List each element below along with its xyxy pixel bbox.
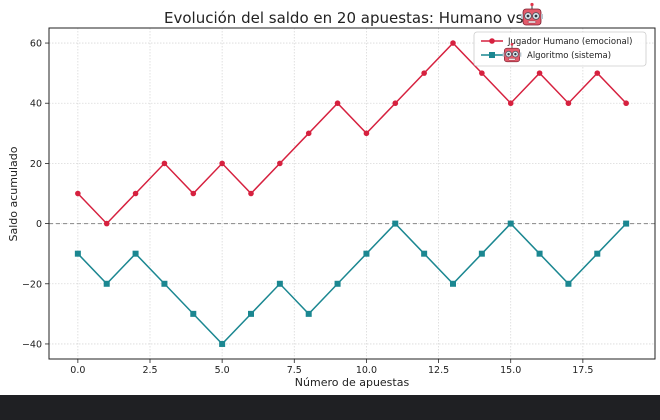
y-tick-label: −40 [22,339,42,350]
legend-label-human: Jugador Humano (emocional) [507,37,632,47]
chart-canvas: 0.0 2.5 5.0 7.5 10.0 12.5 15.0 17.5 −40 −20 0 20 40… [0,0,660,395]
data-point-0 [623,100,629,107]
data-point-1 [248,310,254,317]
y-tick-label: 60 [30,39,42,50]
grid-lines [49,28,655,359]
data-point-0 [132,190,139,197]
line-chart: 0.0 2.5 5.0 7.5 10.0 12.5 15.0 17.5 −40 −20 0 20 40… [7,2,656,389]
data-point-0 [305,130,312,137]
data-point-1 [478,250,485,257]
x-axis-ticks: 0.0 2.5 5.0 7.5 10.0 12.5 15.0 17.5 [70,359,593,376]
data-point-0 [103,220,110,227]
data-point-1 [74,250,81,257]
y-axis-ticks: −40 −20 0 20 40 60 [22,39,49,350]
data-point-1 [363,250,370,257]
data-point-1 [190,310,197,317]
data-point-0 [75,190,81,197]
x-tick-label: 2.5 [142,365,157,376]
data-point-0 [507,100,514,107]
x-tick-label: 17.5 [572,365,593,376]
plot-border [48,27,656,360]
x-tick-label: 15.0 [500,365,521,376]
data-point-0 [219,160,225,167]
data-point-0 [594,70,601,76]
legend-marker-algorithm [489,52,495,58]
data-point-1 [623,220,630,227]
data-point-1 [536,250,543,257]
series-line-1 [77,222,627,346]
data-point-0 [392,100,399,107]
series-layer [74,40,630,347]
series-line-0 [77,41,627,225]
data-point-1 [276,280,283,287]
data-point-1 [392,220,399,227]
y-tick-label: 20 [30,159,42,170]
x-tick-label: 12.5 [428,365,449,376]
x-tick-label: 5.0 [215,365,230,376]
data-point-1 [161,280,168,287]
x-axis-label: Número de apuestas [295,376,410,389]
window-bottom-bar [0,395,660,420]
data-point-1 [507,220,514,227]
data-point-0 [479,70,485,76]
y-tick-label: −20 [22,279,42,290]
x-tick-label: 10.0 [356,365,377,376]
data-point-1 [594,250,601,257]
data-point-0 [248,190,254,197]
data-point-1 [450,280,456,287]
legend-marker-human [489,38,495,44]
data-point-1 [334,280,341,287]
y-tick-label: 40 [30,99,42,110]
data-point-1 [305,310,312,317]
data-point-1 [565,280,572,287]
x-tick-label: 7.5 [287,365,302,376]
data-point-0 [334,100,341,107]
data-point-1 [103,280,110,287]
data-point-1 [421,250,428,257]
data-point-0 [277,160,283,167]
data-point-1 [132,250,139,257]
data-point-1 [219,340,226,347]
data-point-0 [421,70,427,76]
y-axis-label: Saldo acumulado [7,146,20,241]
y-tick-label: 0 [36,219,42,230]
data-point-0 [565,100,572,107]
robot-face-icon [520,2,544,26]
legend-label-algorithm: Algoritmo (sistema) [527,51,611,61]
data-point-0 [190,190,197,197]
data-point-0 [363,130,370,137]
x-tick-label: 0.0 [70,365,85,376]
data-point-0 [536,70,543,76]
chart-title: Evolución del saldo en 20 apuestas: Huma… [164,9,524,27]
legend: Jugador Humano (emocional) Algoritmo (si… [473,31,647,67]
data-point-0 [450,40,456,46]
data-point-0 [161,160,168,167]
